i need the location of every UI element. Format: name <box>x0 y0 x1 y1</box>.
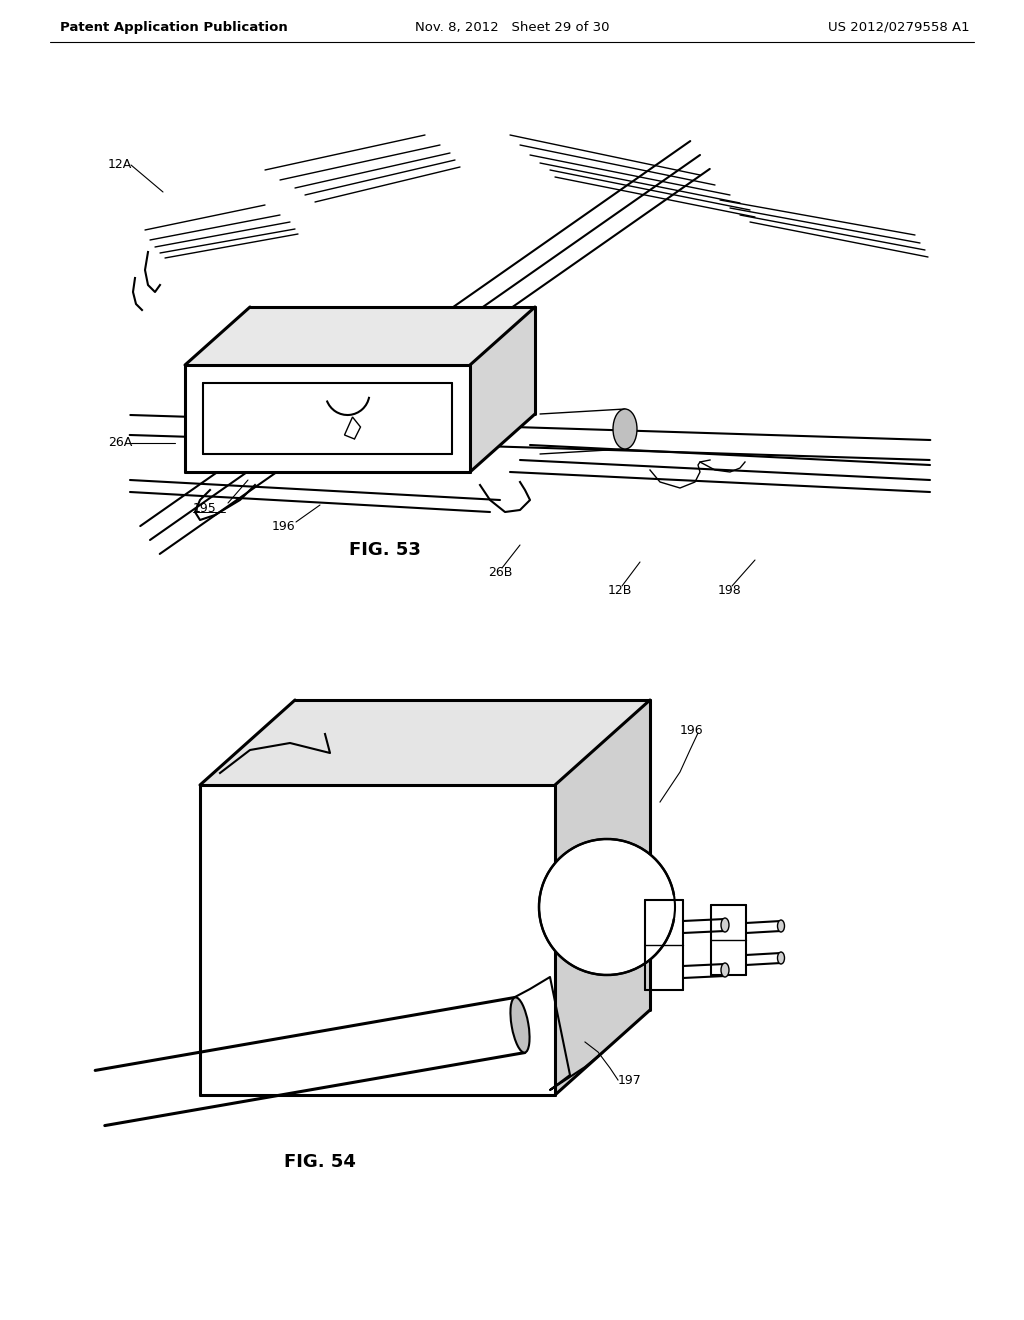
Ellipse shape <box>721 964 729 977</box>
Text: Nov. 8, 2012   Sheet 29 of 30: Nov. 8, 2012 Sheet 29 of 30 <box>415 21 609 33</box>
Text: 12B: 12B <box>608 583 633 597</box>
Polygon shape <box>185 308 535 366</box>
Ellipse shape <box>721 917 729 932</box>
Text: FIG. 53: FIG. 53 <box>349 541 421 558</box>
Ellipse shape <box>510 998 529 1052</box>
Ellipse shape <box>539 840 675 975</box>
Ellipse shape <box>613 409 637 449</box>
Text: 198: 198 <box>718 583 741 597</box>
Text: 195: 195 <box>193 502 217 515</box>
Polygon shape <box>200 700 650 785</box>
Text: Patent Application Publication: Patent Application Publication <box>60 21 288 33</box>
Text: 12A: 12A <box>108 158 132 172</box>
Polygon shape <box>470 308 535 473</box>
Text: 26A: 26A <box>108 437 132 450</box>
Polygon shape <box>200 785 555 1096</box>
Ellipse shape <box>777 920 784 932</box>
Polygon shape <box>555 700 650 1096</box>
Polygon shape <box>185 366 470 473</box>
Text: 195: 195 <box>285 715 309 729</box>
PathPatch shape <box>344 417 360 440</box>
Text: FIG. 54: FIG. 54 <box>284 1152 356 1171</box>
Text: 196: 196 <box>272 520 296 533</box>
Text: 196: 196 <box>680 723 703 737</box>
Text: US 2012/0279558 A1: US 2012/0279558 A1 <box>828 21 970 33</box>
Text: 197: 197 <box>618 1073 642 1086</box>
Ellipse shape <box>777 952 784 964</box>
Text: 26B: 26B <box>488 565 512 578</box>
FancyBboxPatch shape <box>90 30 950 620</box>
